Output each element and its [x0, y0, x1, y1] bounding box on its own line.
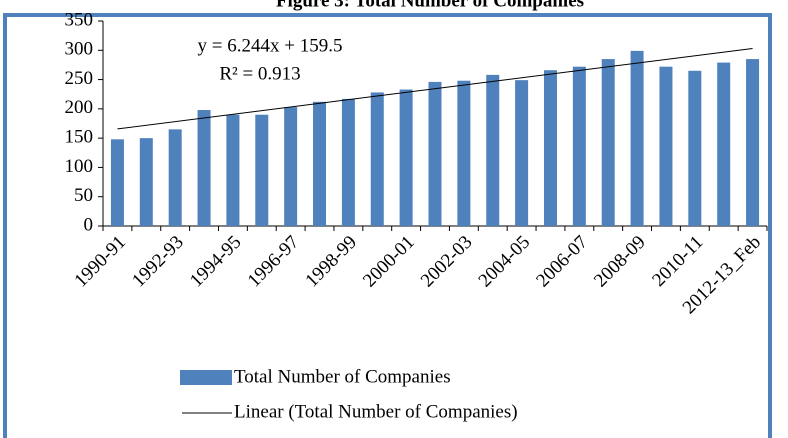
bar: [601, 59, 615, 227]
bar: [572, 66, 586, 226]
y-tick-label: 100: [65, 156, 94, 177]
trend-equation: y = 6.244x + 159.5: [198, 35, 343, 56]
bar: [313, 101, 327, 226]
y-tick-label: 350: [65, 9, 94, 30]
y-tick-label: 0: [84, 214, 94, 235]
bar: [486, 74, 500, 226]
bar: [515, 80, 529, 227]
legend-swatch: [180, 370, 232, 385]
y-tick-label: 200: [65, 97, 94, 118]
bar: [370, 92, 384, 226]
bar: [168, 129, 182, 226]
chart-title: Figure 3: Total Number of Companies: [276, 0, 584, 11]
y-tick-label: 150: [65, 127, 94, 148]
bar: [139, 138, 153, 226]
bar: [110, 139, 124, 226]
bar: [197, 110, 211, 226]
bar: [428, 81, 442, 227]
bar: [717, 62, 731, 227]
bar: [543, 70, 557, 226]
legend-label: Linear (Total Number of Companies): [234, 401, 518, 422]
y-tick-label: 250: [65, 68, 94, 89]
y-tick-label: 300: [65, 39, 94, 60]
trendline: [117, 47, 753, 130]
bar: [255, 114, 269, 226]
legend-label: Total Number of Companies: [234, 366, 451, 387]
bar: [630, 50, 644, 226]
bar: [226, 114, 240, 226]
bar: [399, 89, 413, 227]
trend-r-squared: R² = 0.913: [219, 63, 300, 84]
bar: [688, 70, 702, 227]
bar: [746, 59, 760, 227]
bar: [659, 66, 673, 226]
bar: [284, 107, 298, 226]
bar: [457, 80, 471, 226]
y-tick-label: 50: [74, 185, 93, 206]
bar: [341, 98, 355, 226]
